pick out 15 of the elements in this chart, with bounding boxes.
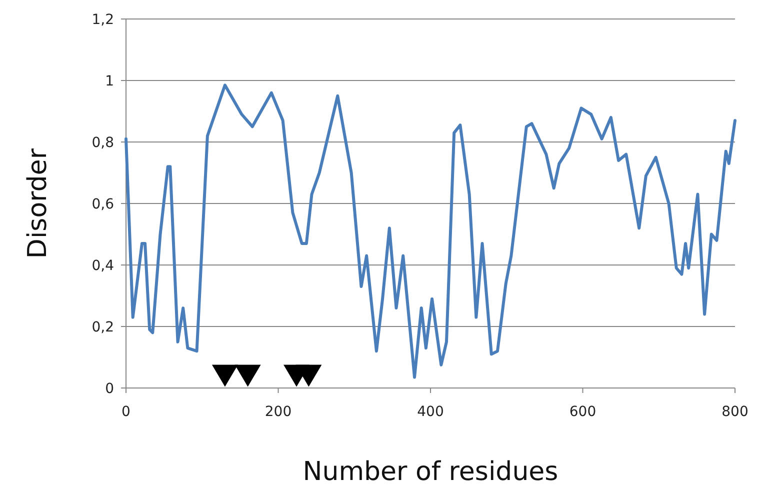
x-tick-label: 600 — [569, 404, 596, 420]
x-tick-label: 0 — [122, 404, 130, 420]
y-tick-label: 0,8 — [92, 134, 114, 151]
x-tick-label: 400 — [417, 404, 444, 420]
y-tick-label: 0 — [105, 380, 114, 397]
y-axis-title: Disorder — [23, 148, 53, 259]
y-tick-label: 0,6 — [92, 196, 114, 212]
y-tick-label: 0,4 — [92, 258, 114, 274]
y-tick-label: 1,2 — [92, 12, 114, 28]
x-axis-title: Number of residues — [302, 457, 558, 487]
y-tick-label: 1 — [105, 73, 114, 90]
x-tick-label: 800 — [722, 404, 748, 420]
y-tick-label: 0,2 — [92, 319, 114, 336]
x-tick-label: 200 — [264, 404, 292, 420]
line-series — [124, 84, 736, 379]
